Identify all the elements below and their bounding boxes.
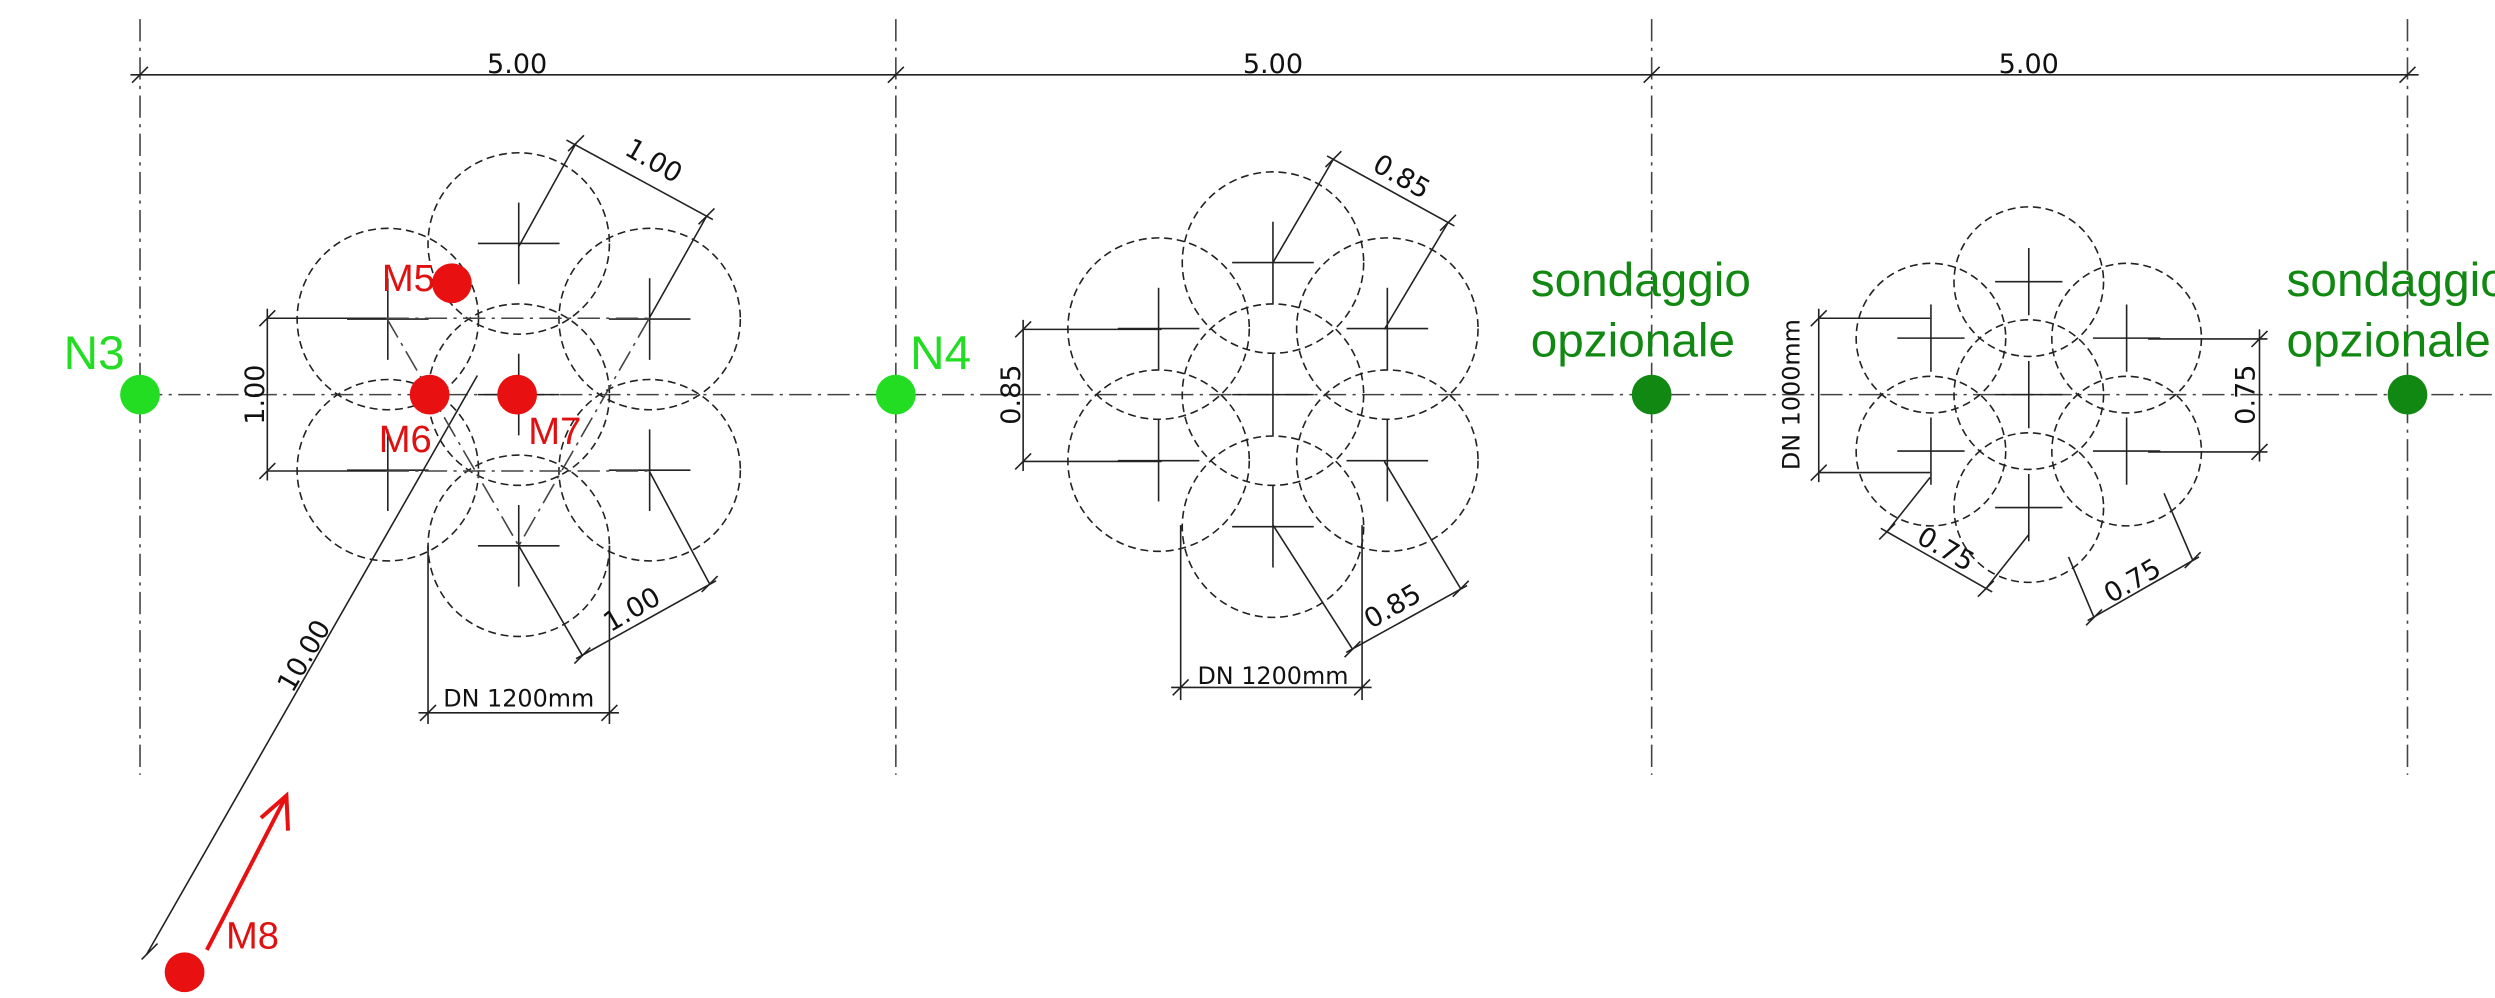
dim-line [141, 943, 159, 961]
point [432, 263, 472, 304]
probe-label: sondaggio [1531, 254, 1751, 307]
dim-line [258, 462, 276, 480]
dim-line [1810, 464, 1828, 482]
pile-circle [1181, 303, 1365, 487]
pile-circle [1953, 319, 2105, 471]
probe-label: sondaggio [2287, 254, 2495, 307]
dim-line [1383, 461, 1462, 590]
pile-circle [1953, 206, 2105, 358]
dim-line [648, 470, 711, 585]
dim-line [1272, 524, 1354, 650]
dim-line [575, 580, 717, 660]
dim-line [1810, 309, 1828, 327]
dim-line [2087, 556, 2200, 622]
dim-line [518, 545, 584, 656]
dim-label: 1.00 [620, 133, 688, 190]
axis-line [518, 317, 650, 547]
dim-line [566, 139, 714, 221]
dim-line [1383, 222, 1449, 330]
point [164, 952, 205, 993]
dim-line [1014, 320, 1032, 338]
pile-circle [1855, 375, 2007, 527]
probe-label: opzionale [2287, 314, 2491, 367]
dim-line [1353, 678, 1371, 696]
point [497, 374, 538, 415]
dim-line [1272, 158, 1335, 263]
axis-line [385, 317, 520, 547]
dim-line [518, 142, 577, 248]
point-label: N3 [64, 327, 125, 380]
dim-line [419, 704, 437, 722]
point-label: M6 [379, 418, 432, 461]
probe-label: opzionale [1531, 314, 1735, 367]
dim-line [1172, 678, 1190, 696]
point-label: N4 [910, 327, 971, 380]
dim-line [1345, 584, 1468, 654]
dim-line [2250, 330, 2269, 348]
point-label: M8 [226, 914, 279, 957]
dim-line [1880, 527, 1993, 593]
dim-line [2250, 443, 2269, 461]
point-label: M7 [528, 410, 581, 453]
dim-label: 10.00 [272, 615, 338, 698]
dim-label: 0.75 [2099, 553, 2167, 610]
point [409, 374, 450, 415]
dim-label: 1.00 [598, 582, 666, 639]
dim-line [2067, 556, 2095, 618]
point [875, 374, 916, 415]
dim-label: 0.85 [996, 365, 1027, 425]
dim-line [145, 375, 479, 956]
point [2387, 374, 2428, 415]
pile-circle [1855, 262, 2007, 414]
point-label: M5 [382, 257, 435, 300]
dim-label: 5.00 [1999, 49, 2059, 80]
dim-line [2163, 492, 2194, 561]
pile-circle [1953, 432, 2105, 584]
dim-label: 0.75 [1912, 521, 1980, 578]
layout [120, 19, 2495, 993]
dim-line [600, 704, 618, 722]
pile-circle [427, 151, 611, 335]
dim-label: DN 1200mm [443, 684, 594, 712]
dim-label: 0.75 [2231, 365, 2262, 425]
dim-line [258, 309, 276, 327]
point [120, 374, 160, 415]
pile-circle [1295, 237, 1479, 421]
dim-label: 5.00 [1243, 49, 1303, 80]
pile-circle [1181, 171, 1365, 355]
dim-line [1878, 522, 1896, 540]
dim-line [1014, 452, 1032, 470]
dim-label: 5.00 [487, 49, 547, 80]
arrow-head [259, 791, 290, 831]
dim-label: DN 1000mm [1778, 319, 1806, 470]
arrow [205, 794, 289, 951]
pile-circle [1295, 369, 1479, 553]
dim-line [1985, 534, 2030, 590]
dim-line [648, 216, 708, 319]
pile-circle [1181, 435, 1365, 619]
dim-label: DN 1200mm [1197, 662, 1348, 690]
point [1631, 374, 1672, 415]
dim-line [1324, 150, 1342, 168]
dim-line [1886, 476, 1931, 532]
dim-label: 1.00 [240, 365, 271, 425]
dim-line [1326, 155, 1455, 227]
